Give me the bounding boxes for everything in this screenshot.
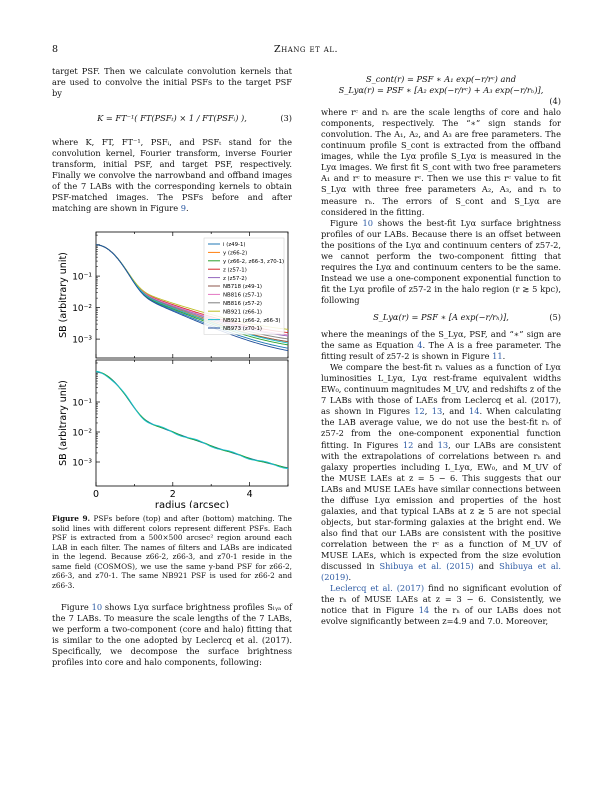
legend-entry: NB921 (z66-1): [223, 310, 262, 316]
equation-text: S_Lyα(r) = PSF ∗ [A₂ exp(−r/rᶜ) + A₃ exp…: [338, 85, 544, 96]
equation-4-line1: S_cont(r) = PSF ∗ A₁ exp(−r/rᶜ) and: [321, 74, 561, 85]
paragraph-text: where K, FT, FT⁻¹, PSFᵢ, and PSFₜ stand …: [52, 137, 292, 214]
figure-link[interactable]: 13: [431, 406, 443, 417]
paragraph-text: and: [473, 561, 500, 572]
paragraph-text: and: [413, 439, 438, 450]
paragraph-text: .: [185, 203, 189, 214]
equation-text: S_Lyα(r) = PSF ∗ [A exp(−r/rₕ)],: [373, 311, 509, 322]
figure-link[interactable]: 12: [402, 439, 414, 450]
paragraph: target PSF. Then we calculate convolutio…: [52, 66, 292, 99]
paragraph-text: . The A is a free parameter. The fitting…: [321, 340, 561, 362]
x-tick-label: 0: [93, 489, 99, 500]
legend-entry: NB718 (z49-1): [223, 285, 262, 291]
paragraph-text: where the meanings of the S_Lyα, PSF, an…: [321, 329, 561, 351]
equation-3: K = FT⁻¹( FT(PSFₜ) × 1 / FT(PSFᵢ) ), (3): [52, 105, 292, 131]
y-tick-label: 10⁻²: [72, 305, 92, 315]
paragraph-text: . When calculating the LAB average value…: [321, 406, 561, 450]
caption-text: PSFs before (top) and after (bottom) mat…: [52, 514, 292, 590]
figure-link[interactable]: 10: [362, 217, 374, 228]
right-column: S_cont(r) = PSF ∗ A₁ exp(−r/rᶜ) and S_Ly…: [321, 66, 561, 627]
page-number: 8: [52, 44, 59, 55]
paragraph: where the meanings of the S_Lyα, PSF, an…: [321, 329, 561, 362]
legend-entry: NB816 (z57-2): [223, 301, 262, 307]
equation-4-line2: S_Lyα(r) = PSF ∗ [A₂ exp(−r/rᶜ) + A₃ exp…: [321, 85, 561, 96]
legend-entry: y (z66-2, z66-3, z70-1): [223, 259, 284, 265]
page-header: 8 Zhang et al.: [52, 44, 560, 56]
left-column: target PSF. Then we calculate convolutio…: [52, 66, 292, 668]
paragraph: Figure 10 shows Lyα surface brightness p…: [52, 602, 292, 668]
paragraph: We compare the best-fit rₕ values as a f…: [321, 362, 561, 583]
plot-frame: [95, 232, 289, 359]
series-line: [96, 372, 288, 469]
figure-link[interactable]: 11: [492, 351, 503, 362]
legend-entry: NB973 (z70-1): [223, 327, 262, 333]
paragraph-text: , our LABs are consistent with the extra…: [321, 439, 561, 572]
paragraph-text: .: [502, 351, 506, 362]
citation-link[interactable]: Leclercq et al. (2017): [330, 583, 425, 594]
legend-entry: z (z57-1): [223, 268, 247, 274]
legend-entry: NB921 (z66-2, z66-3): [223, 318, 281, 324]
equation-number: (5): [549, 311, 561, 322]
figure-caption: Figure 9. PSFs before (top) and after (b…: [52, 514, 292, 590]
figure-link[interactable]: 14: [418, 605, 430, 616]
series-line: [96, 371, 288, 470]
legend-entry: i (z49-1): [223, 243, 245, 249]
paragraph-text: .: [348, 572, 352, 583]
series-line: [96, 244, 288, 352]
series-line: [96, 371, 288, 470]
x-tick-label: 2: [170, 489, 176, 500]
equation-text: S_cont(r) = PSF ∗ A₁ exp(−r/rᶜ) and: [365, 74, 517, 84]
paragraph: Leclercq et al. (2017) find no significa…: [321, 583, 561, 627]
x-tick-label: 4: [247, 489, 253, 500]
equation-4-number: (4): [321, 96, 561, 107]
paragraph-text: find no significant evolution of the rₕ …: [321, 583, 562, 616]
y-tick-label: 10⁻¹: [72, 273, 92, 283]
y-axis-label: SB (arbitrary unit): [58, 381, 69, 467]
paragraph: Figure 10 shows the best-fit Lyα surface…: [321, 218, 561, 306]
equation-number: (4): [549, 96, 561, 107]
figure-link[interactable]: 14: [469, 406, 480, 417]
equation-text: K = FT⁻¹( FT(PSFₜ) × 1 / FT(PSFᵢ) ),: [97, 113, 247, 124]
figure-9: 10⁻¹ 10⁻² 10⁻³ SB (arbitrary unit) i (z49-1)…: [52, 228, 292, 511]
psf-figure: 10⁻¹10⁻²10⁻³SB (arbitrary unit)i (z49-1)…: [58, 232, 289, 511]
paragraph-text: ,: [424, 406, 432, 417]
legend-entry: NB816 (z57-1): [223, 293, 262, 299]
equation-link[interactable]: 4: [417, 340, 423, 351]
figure-link[interactable]: 13: [437, 439, 449, 450]
paragraph-text: shows the best-fit Lyα surface brightnes…: [321, 217, 561, 305]
citation-link[interactable]: Shibuya et al. (2015): [379, 561, 474, 572]
figure-link[interactable]: 9: [180, 203, 186, 214]
paragraph: where rᶜ and rₕ are the scale lengths of…: [321, 107, 561, 217]
figure-link[interactable]: 12: [414, 406, 425, 417]
paragraph-text: the rₕ of our LABs does not evolve signi…: [321, 605, 561, 627]
equation-number: (3): [280, 113, 292, 124]
x-axis-label: radius (arcsec): [155, 500, 229, 508]
y-tick-label: 10⁻³: [72, 459, 92, 469]
plot-frame: [95, 360, 289, 487]
figure-link[interactable]: 10: [91, 602, 103, 613]
legend-entry: z (z57-2): [223, 276, 247, 282]
running-head: Zhang et al.: [273, 44, 339, 55]
y-tick-label: 10⁻¹: [72, 399, 92, 409]
paragraph-text: Figure: [330, 217, 363, 228]
paragraph-text: , and: [442, 406, 470, 417]
paragraph-text: shows Lyα surface brightness profiles Sₗ…: [52, 602, 293, 668]
paragraph: where K, FT, FT⁻¹, PSFᵢ, and PSFₜ stand …: [52, 137, 292, 214]
legend-entry: y (z66-2): [223, 251, 247, 257]
y-tick-label: 10⁻³: [72, 336, 92, 346]
paragraph-text: Figure: [61, 602, 92, 613]
y-axis-label: SB (arbitrary unit): [58, 253, 69, 339]
equation-5: S_Lyα(r) = PSF ∗ [A exp(−r/rₕ)], (5): [321, 312, 561, 323]
y-tick-label: 10⁻²: [72, 429, 92, 439]
citation-link[interactable]: Shibuya et al. (2019): [321, 561, 562, 583]
paragraph-text: We compare the best-fit rₕ values as a f…: [321, 362, 561, 417]
caption-label: Figure 9.: [52, 514, 91, 524]
